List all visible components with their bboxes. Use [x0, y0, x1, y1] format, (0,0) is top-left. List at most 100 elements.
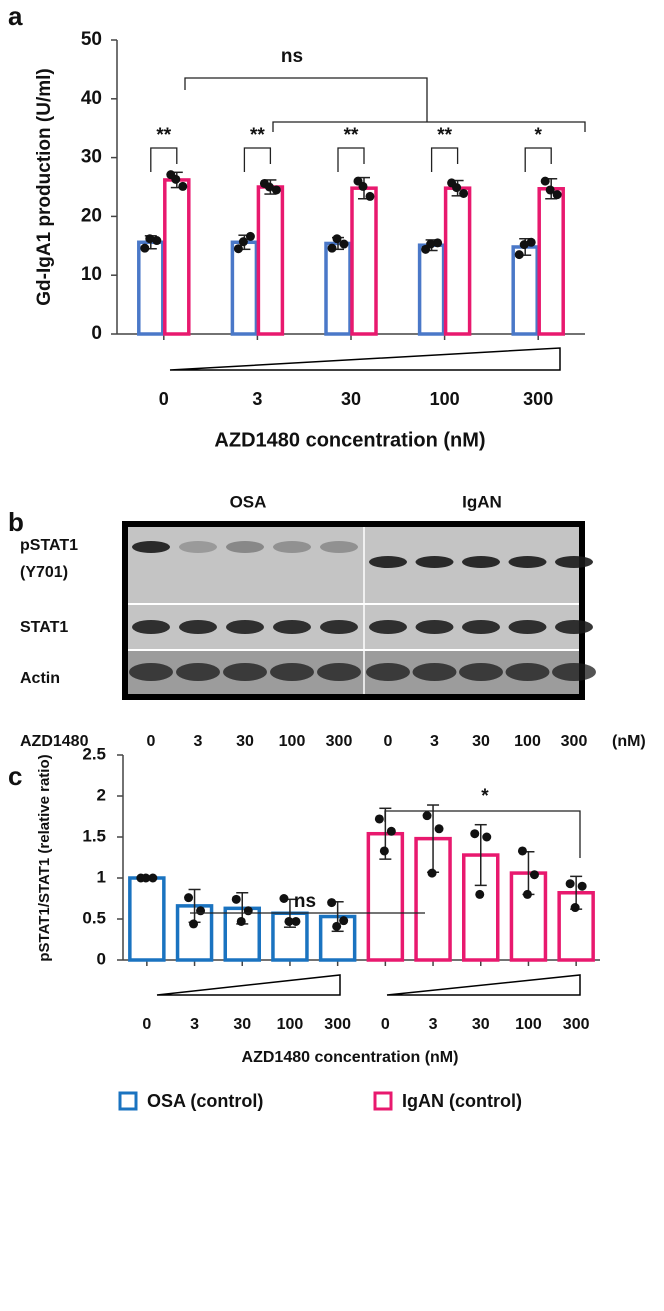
lane-label: 3	[430, 733, 439, 750]
data-point	[426, 239, 436, 249]
band	[369, 620, 407, 634]
data-point	[459, 188, 469, 198]
data-point	[339, 916, 349, 926]
blot-panel: b OSA IgAN pSTAT1 (Y701) STAT1 Actin AZD…	[8, 492, 646, 750]
bar	[537, 187, 565, 336]
band	[132, 541, 170, 553]
bar	[443, 186, 472, 336]
data-point	[570, 903, 580, 913]
y-tick-label: 10	[81, 264, 102, 285]
bar	[417, 243, 446, 336]
concentration-wedge	[156, 974, 341, 996]
data-point	[332, 921, 342, 931]
band	[179, 541, 217, 553]
data-point	[577, 881, 587, 891]
data-point	[327, 898, 337, 908]
data-point	[171, 174, 181, 184]
band	[369, 556, 407, 568]
significance-label: **	[437, 125, 452, 146]
lane-label: 100	[514, 733, 541, 750]
bar	[163, 178, 191, 336]
data-point	[279, 894, 289, 903]
significance-label: *	[481, 786, 489, 807]
data-point	[236, 916, 246, 926]
panel-label: c	[8, 761, 22, 791]
significance-label: ns	[281, 46, 303, 67]
data-point	[238, 237, 248, 247]
x-tick-label: 30	[233, 1016, 251, 1033]
band	[226, 541, 264, 553]
data-point	[452, 183, 462, 193]
data-point	[196, 906, 206, 916]
data-point	[145, 234, 155, 244]
x-tick-label: 300	[324, 1016, 351, 1033]
data-point	[519, 240, 529, 250]
x-tick-label: 0	[142, 1016, 151, 1033]
y-tick-label: 1	[97, 867, 106, 886]
bracket	[184, 77, 428, 122]
x-axis-label: AZD1480 concentration (nM)	[214, 429, 485, 451]
significance-label: **	[344, 125, 359, 146]
data-point	[374, 814, 384, 824]
data-point	[514, 250, 524, 260]
data-point	[189, 919, 199, 929]
data-point	[526, 237, 536, 247]
data-point	[339, 239, 349, 249]
row-label: Actin	[20, 670, 60, 687]
data-point	[470, 829, 480, 839]
lane-label: 0	[147, 733, 156, 750]
data-point	[434, 824, 444, 834]
y-tick-label: 30	[81, 147, 102, 168]
data-point	[152, 236, 162, 246]
band	[132, 620, 170, 634]
data-point	[529, 870, 539, 880]
x-axis-label: AZD1480 concentration (nM)	[242, 1049, 459, 1066]
data-point	[141, 873, 151, 883]
band	[273, 541, 311, 553]
band	[415, 620, 454, 634]
legend-label: OSA (control)	[147, 1091, 263, 1111]
y-tick-label: 40	[81, 88, 102, 109]
data-point	[271, 185, 281, 195]
y-tick-label: 0	[91, 323, 102, 344]
band	[226, 620, 264, 634]
y-axis-label: pSTAT1/STAT1 (relative ratio)	[36, 754, 53, 961]
data-point	[365, 191, 375, 201]
data-point	[545, 185, 555, 195]
data-point	[284, 916, 294, 926]
band	[179, 620, 217, 634]
row-label: STAT1	[20, 619, 68, 636]
data-point	[243, 906, 253, 916]
significance-label: ns	[294, 891, 316, 912]
bar	[511, 245, 539, 336]
lane-label: 300	[561, 733, 588, 750]
data-point	[327, 243, 337, 253]
data-point	[540, 176, 550, 186]
concentration-wedge	[386, 974, 581, 996]
y-tick-label: 20	[81, 205, 102, 226]
band	[505, 663, 550, 681]
data-point	[332, 234, 342, 244]
lane-label: 300	[326, 733, 353, 750]
band	[462, 620, 500, 634]
data-point	[233, 244, 243, 254]
row-label: pSTAT1	[20, 537, 78, 554]
bar	[324, 241, 352, 336]
data-point	[358, 181, 368, 191]
treatment-label: AZD1480	[20, 733, 89, 750]
y-tick-label: 1.5	[82, 826, 106, 845]
data-point	[517, 846, 527, 856]
data-point	[482, 832, 492, 842]
significance-label: *	[534, 125, 542, 146]
data-point	[140, 243, 150, 253]
bar	[350, 186, 378, 336]
bracket	[243, 147, 272, 172]
band	[129, 663, 173, 681]
panel-label: a	[8, 1, 23, 31]
lane-label: 0	[384, 733, 393, 750]
unit-label: (nM)	[612, 733, 646, 750]
x-tick-label: 30	[341, 389, 361, 409]
data-point	[148, 873, 158, 883]
legend-swatch	[373, 1091, 393, 1111]
